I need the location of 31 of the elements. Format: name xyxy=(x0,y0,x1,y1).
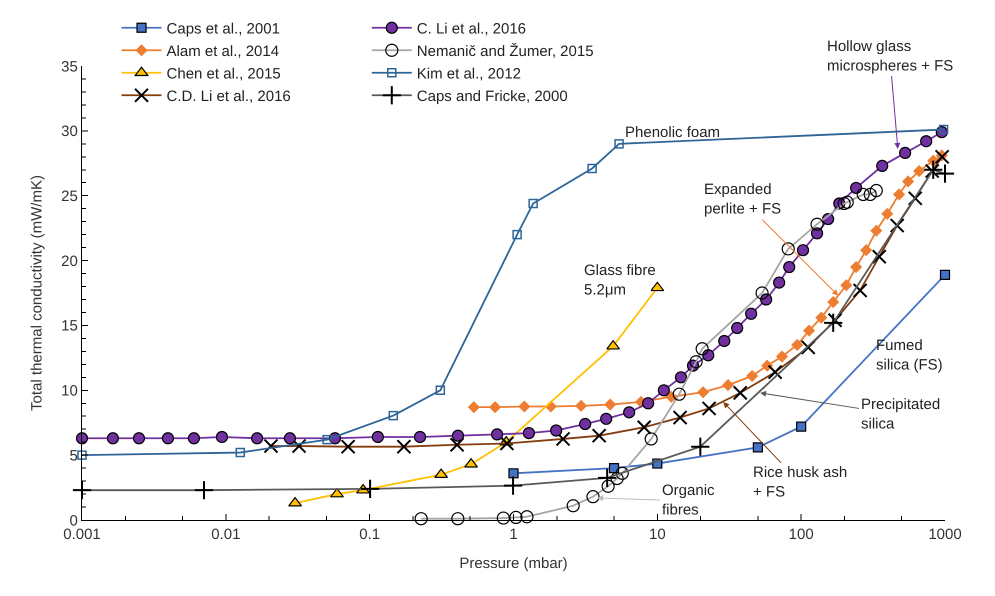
x-tick-label: 1000 xyxy=(928,526,962,544)
y-tick-label: 10 xyxy=(61,382,78,400)
annotation: Rice husk ash + FS xyxy=(753,464,848,500)
annotation: Expanded perlite + FS xyxy=(704,181,782,218)
annotation: Precipitated silica xyxy=(861,396,940,432)
annotation: Organic fibres xyxy=(662,482,716,518)
legend-label: Caps and Fricke, 2000 xyxy=(416,88,568,106)
x-tick-label: 10 xyxy=(648,526,666,544)
y-tick-label: 15 xyxy=(61,318,78,335)
y-tick-label: 35 xyxy=(61,58,78,76)
y-axis-title: Total thermal conductivity (mW/mK) xyxy=(28,175,46,411)
annotation: Phenolic foam xyxy=(625,124,720,141)
annotation: Hollow glass microspheres + FS xyxy=(827,38,954,74)
legend-label: C.D. Li et al., 2016 xyxy=(166,88,291,106)
legend-label: Caps et al., 2001 xyxy=(166,20,280,38)
y-tick-label: 30 xyxy=(61,123,78,140)
annotation: Fumed silica (FS) xyxy=(876,337,943,374)
y-tick-label: 5 xyxy=(70,447,78,464)
legend-label: C. Li et al., 2016 xyxy=(416,20,526,38)
y-tick-label: 25 xyxy=(61,188,78,205)
x-tick-label: 100 xyxy=(788,526,814,544)
legend-label: Nemanič and Žumer, 2015 xyxy=(416,42,594,60)
x-axis-title: Pressure (mbar) xyxy=(459,555,568,572)
x-tick-label: 1 xyxy=(509,526,518,544)
legend-label: Chen et al., 2015 xyxy=(166,66,281,83)
y-tick-label: 20 xyxy=(61,252,78,270)
x-tick-label: 0.1 xyxy=(359,526,380,544)
legend-label: Alam et al., 2014 xyxy=(166,43,280,60)
legend-label: Kim et al., 2012 xyxy=(416,66,522,83)
x-tick-label: 0.01 xyxy=(211,526,240,544)
annotation: Glass fibre 5.2μm xyxy=(584,262,656,298)
